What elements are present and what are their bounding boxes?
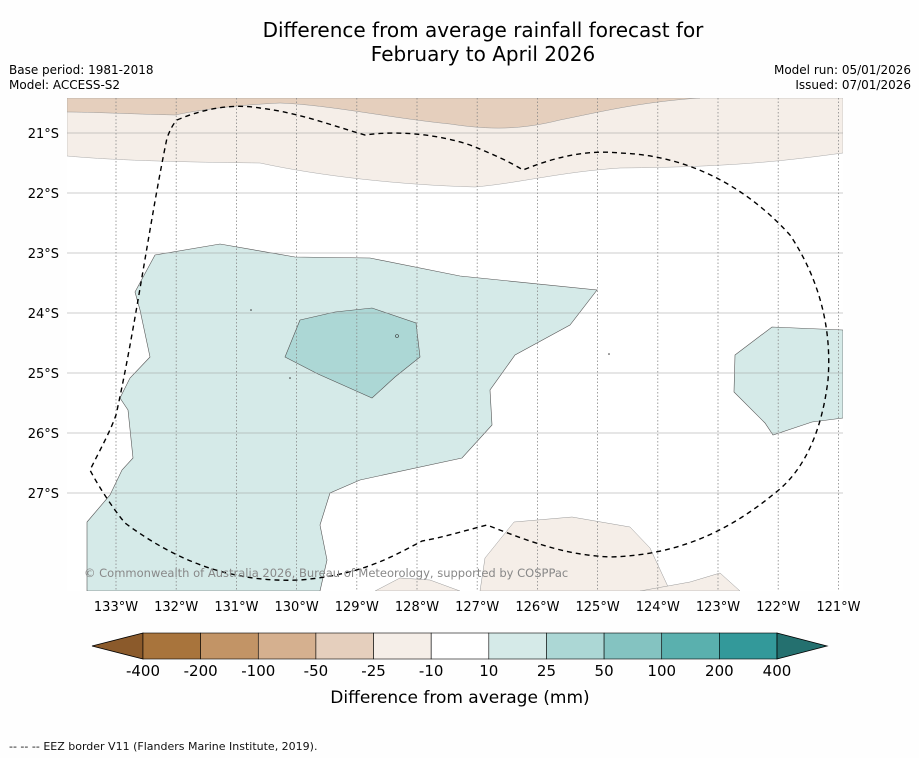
latitude-label: 27°S (28, 487, 59, 502)
longitude-labels: 133°W 132°W 131°W 130°W 129°W 128°W 127°W 126°W… (94, 600, 861, 615)
eez-legend-text: EEZ border V11 (Flanders Marine Institut… (43, 740, 318, 753)
contour-speck (395, 334, 399, 338)
base-period-text: Base period: 1981-2018 (9, 63, 154, 77)
dry-region-south-small (374, 577, 461, 591)
longitude-label: 124°W (636, 600, 680, 615)
model-text: Model: ACCESS-S2 (9, 78, 121, 92)
longitude-label: 127°W (455, 600, 499, 615)
colorbar-segment (430, 632, 490, 660)
colorbar-tick-label: 400 (763, 662, 792, 680)
colorbar-segment (200, 632, 259, 660)
colorbar-tick-label: 25 (537, 662, 556, 680)
base-info: Base period: 1981-2018 Model: ACCESS-S2 (9, 63, 154, 93)
colorbar-segment (719, 632, 778, 660)
dry-region-light (67, 98, 843, 188)
colorbar-tick-label: -200 (184, 662, 218, 680)
graticule (67, 98, 843, 591)
colorbar (91, 632, 829, 660)
latitude-label: 25°S (28, 367, 59, 382)
wet-region-east (733, 326, 843, 436)
longitude-label: 123°W (696, 600, 740, 615)
colorbar-segment (488, 632, 547, 660)
colorbar-segment (546, 632, 605, 660)
latitude-labels: 21°S 22°S 23°S 24°S 25°S 26°S 27°S (28, 127, 59, 502)
colorbar-tick-label: -400 (126, 662, 160, 680)
longitude-label: 121°W (816, 600, 860, 615)
chart-title-line1: Difference from average rainfall forecas… (262, 18, 704, 42)
longitude-label: 132°W (154, 600, 198, 615)
colorbar-high-extension (776, 632, 829, 660)
longitude-label: 129°W (335, 600, 379, 615)
colorbar-tick-label: 200 (705, 662, 734, 680)
colorbar-segment (257, 632, 317, 660)
contour-speck (608, 353, 610, 355)
chart-title: Difference from average rainfall forecas… (0, 18, 919, 66)
legend: -- -- -- EEZ border V11 (Flanders Marine… (9, 740, 317, 753)
latitude-label: 22°S (28, 187, 59, 202)
dry-region-moderate (67, 98, 701, 129)
colorbar-label: Difference from average (mm) (330, 688, 589, 708)
longitude-label: 128°W (395, 600, 439, 615)
colorbar-segment (603, 632, 663, 660)
chart-title-line2: February to April 2026 (370, 42, 596, 66)
copyright-text: © Commonwealth of Australia 2026, Bureau… (84, 566, 568, 580)
wet-region-moderate (284, 307, 421, 399)
anomaly-layer (67, 98, 843, 591)
run-info: Model run: 05/01/2026 Issued: 07/01/2026 (774, 63, 911, 93)
colorbar-tick-label: -100 (241, 662, 275, 680)
issued-text: Issued: 07/01/2026 (795, 78, 911, 92)
colorbar-low-extension (91, 632, 144, 660)
dry-region-south (479, 516, 671, 591)
colorbar-tick-labels: -400 -200 -100 -50 -25 -10 10 25 50 100 200 400 (126, 662, 791, 680)
colorbar-tick-label: 10 (479, 662, 498, 680)
colorbar-segment (315, 632, 374, 660)
colorbar-tick-label: 50 (595, 662, 614, 680)
contour-speck (289, 377, 291, 379)
model-run-text: Model run: 05/01/2026 (773, 63, 911, 77)
colorbar-tick-label: 100 (647, 662, 676, 680)
colorbar-tick-label: -10 (419, 662, 444, 680)
longitude-label: 131°W (214, 600, 258, 615)
longitude-label: 125°W (576, 600, 620, 615)
longitude-label: 133°W (94, 600, 138, 615)
dry-region-southeast (639, 572, 741, 591)
wet-region-light (86, 243, 598, 591)
longitude-label: 122°W (756, 600, 800, 615)
latitude-label: 26°S (28, 427, 59, 442)
colorbar-segment (142, 632, 201, 660)
latitude-label: 21°S (28, 127, 59, 142)
longitude-label: 126°W (515, 600, 559, 615)
contour-speck (250, 309, 252, 311)
eez-border (89, 105, 830, 581)
latitude-label: 23°S (28, 247, 59, 262)
eez-legend-symbol: -- -- -- (9, 740, 40, 753)
colorbar-tick-label: -25 (361, 662, 386, 680)
longitude-label: 130°W (275, 600, 319, 615)
latitude-label: 24°S (28, 307, 59, 322)
colorbar-segment (373, 632, 432, 660)
colorbar-tick-label: -50 (304, 662, 329, 680)
colorbar-segment (661, 632, 720, 660)
